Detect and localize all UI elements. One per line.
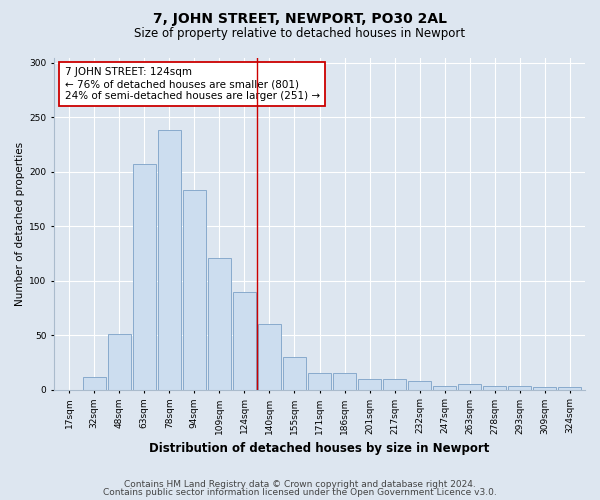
Text: 7, JOHN STREET, NEWPORT, PO30 2AL: 7, JOHN STREET, NEWPORT, PO30 2AL <box>153 12 447 26</box>
Bar <box>283 357 306 390</box>
Bar <box>208 258 231 390</box>
Text: Contains HM Land Registry data © Crown copyright and database right 2024.: Contains HM Land Registry data © Crown c… <box>124 480 476 489</box>
Bar <box>408 381 431 390</box>
Bar <box>83 376 106 390</box>
Bar <box>133 164 156 390</box>
Bar <box>183 190 206 390</box>
Bar <box>559 388 581 390</box>
Text: Size of property relative to detached houses in Newport: Size of property relative to detached ho… <box>134 28 466 40</box>
Text: 7 JOHN STREET: 124sqm
← 76% of detached houses are smaller (801)
24% of semi-det: 7 JOHN STREET: 124sqm ← 76% of detached … <box>65 68 320 100</box>
Bar <box>383 379 406 390</box>
Bar <box>258 324 281 390</box>
Bar <box>458 384 481 390</box>
Bar <box>158 130 181 390</box>
Bar <box>358 379 381 390</box>
Bar <box>484 386 506 390</box>
Y-axis label: Number of detached properties: Number of detached properties <box>15 142 25 306</box>
Bar <box>333 374 356 390</box>
Text: Contains public sector information licensed under the Open Government Licence v3: Contains public sector information licen… <box>103 488 497 497</box>
Bar <box>233 292 256 390</box>
X-axis label: Distribution of detached houses by size in Newport: Distribution of detached houses by size … <box>149 442 490 455</box>
Bar <box>433 386 456 390</box>
Bar <box>308 374 331 390</box>
Bar <box>508 386 532 390</box>
Bar <box>107 334 131 390</box>
Bar <box>533 388 556 390</box>
